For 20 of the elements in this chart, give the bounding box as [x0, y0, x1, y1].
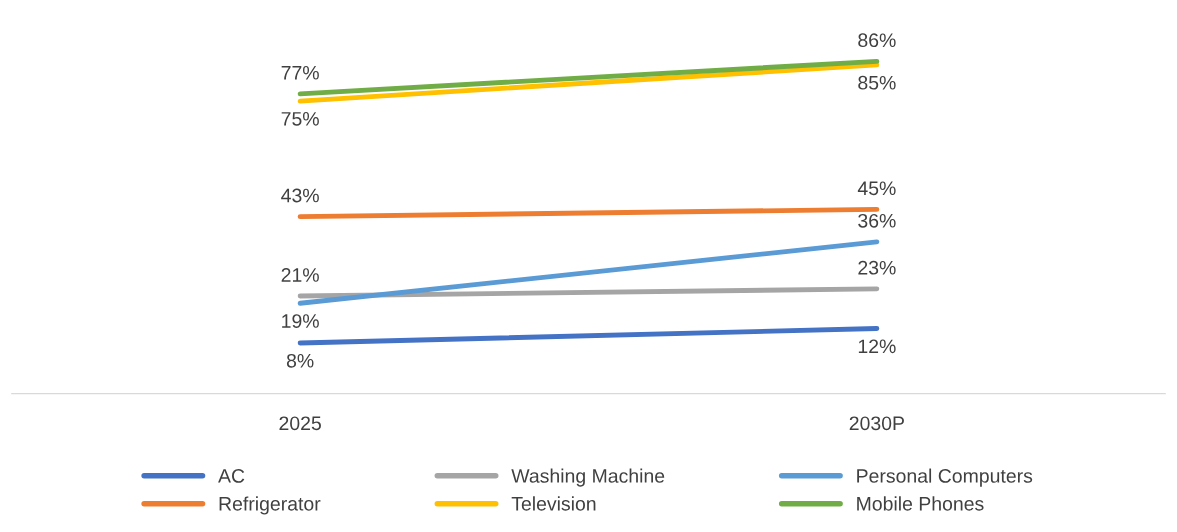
- data-label: 36%: [858, 213, 896, 228]
- data-label: 23%: [858, 260, 896, 275]
- data-label: 8%: [286, 353, 314, 368]
- x-tick-label: 2025: [279, 416, 321, 431]
- data-label: 85%: [858, 75, 896, 90]
- legend-label: Personal Computers: [857, 468, 1033, 487]
- data-label: 75%: [281, 112, 319, 126]
- data-label: 45%: [857, 181, 896, 196]
- data-label: 77%: [281, 65, 319, 80]
- legend-label: AC: [218, 469, 245, 483]
- legend-label: Mobile Phones: [857, 496, 984, 511]
- legend-label: Washing Machine: [511, 468, 665, 487]
- data-label: 12%: [858, 339, 896, 354]
- x-tick-label: 2030P: [849, 416, 904, 431]
- legend-label: Television: [511, 496, 596, 511]
- data-label: 19%: [282, 314, 319, 328]
- legend-label: Refrigerator: [219, 496, 321, 515]
- data-label: 43%: [281, 188, 319, 203]
- data-label: 21%: [281, 268, 319, 282]
- data-label: 86%: [858, 33, 896, 48]
